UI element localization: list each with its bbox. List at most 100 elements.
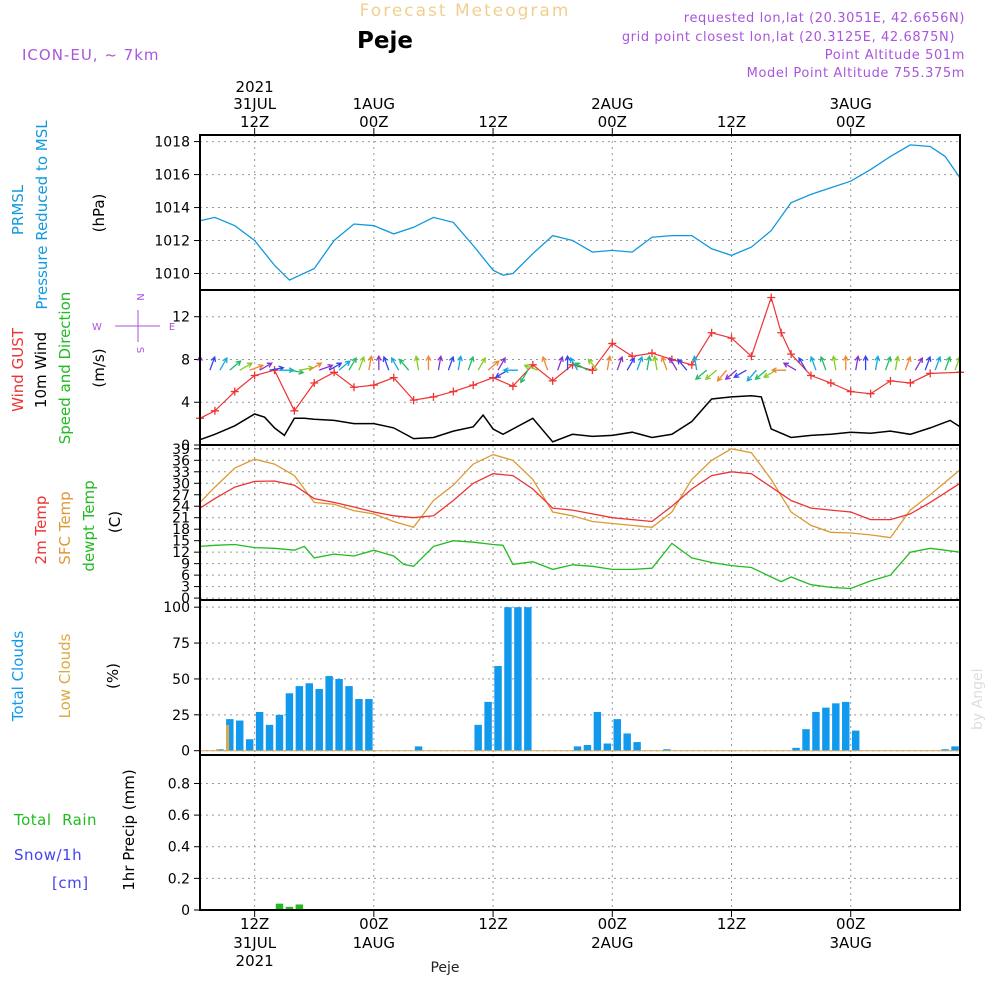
- wind-direction-arrow: [348, 356, 357, 371]
- pressure-unit: (hPa): [90, 194, 108, 233]
- compass-rose: N S W E: [92, 293, 175, 353]
- wind-direction-arrow: [904, 355, 912, 371]
- total-cloud-bar: [325, 676, 333, 751]
- watermark: by Angel: [970, 669, 986, 730]
- total-cloud-bar: [524, 607, 532, 751]
- gust-marker: [528, 360, 537, 369]
- sfc-label: SFC Temp: [56, 491, 74, 564]
- wind-direction-arrow: [894, 355, 901, 371]
- temp-2m-line: [199, 471, 961, 523]
- wind-direction-arrow: [770, 367, 787, 374]
- temp-ytick-label: 15: [172, 534, 190, 550]
- gust-marker: [310, 379, 319, 387]
- wind-direction-arrow: [862, 354, 869, 371]
- temp-label: 2m Temp: [32, 496, 50, 565]
- total-cloud-bar: [275, 714, 284, 751]
- gust-marker: [866, 389, 875, 398]
- wind-direction-arrow: [569, 356, 579, 371]
- total-cloud-bar: [663, 749, 671, 751]
- gust-marker: [608, 339, 617, 348]
- wind-direction-arrow: [447, 355, 455, 371]
- gust-label: Wind GUST: [9, 327, 27, 412]
- low-cloud-bar: [216, 749, 220, 751]
- gust-marker: [449, 387, 458, 396]
- wind-direction-arrow: [328, 362, 343, 371]
- gust-marker: [787, 350, 796, 359]
- gust-marker: [290, 406, 299, 415]
- wind-direction-arrow: [564, 354, 571, 371]
- wind-direction-arrow: [398, 358, 410, 371]
- model-label: ICON-EU, ~ 7km: [22, 46, 160, 64]
- wind-direction-arrow: [874, 355, 881, 371]
- total-cloud-bar: [593, 711, 602, 751]
- top-hour-label: 00Z: [836, 113, 865, 131]
- clouds-ytick-label: 75: [172, 636, 190, 652]
- wind-direction-arrow: [308, 362, 323, 371]
- gust-marker: [508, 382, 517, 391]
- total-cloud-bar: [255, 711, 264, 751]
- precip-ytick-label: 0.4: [168, 840, 190, 856]
- total-cloud-bar: [832, 703, 840, 751]
- temp-ytick-label: 6: [181, 568, 190, 584]
- wind-dir-label: Speed and Direction: [56, 292, 74, 445]
- precip-ytick-label: 0.2: [168, 871, 190, 887]
- total-cloud-bar: [245, 739, 254, 751]
- bottom-hour-label: 00Z: [598, 915, 627, 933]
- wind-direction-arrow: [249, 363, 265, 371]
- clouds-ytick-label: 100: [163, 600, 190, 616]
- total-cloud-bar: [216, 749, 224, 751]
- total-cloud-bar: [315, 688, 323, 751]
- pressure-ytick-label: 1018: [154, 135, 190, 151]
- wind-direction-arrow: [574, 362, 588, 371]
- wind-direction-arrow: [229, 360, 242, 371]
- gust-marker: [429, 392, 438, 401]
- wind-direction-arrow: [733, 369, 747, 378]
- wind-direction-arrow: [842, 354, 849, 371]
- wind-direction-arrow: [239, 362, 254, 371]
- wind-direction-arrow: [934, 355, 942, 371]
- bottom-hour-label: 12Z: [717, 915, 746, 933]
- pressure-label-1: PRMSL: [9, 184, 27, 235]
- wind-direction-arrow: [338, 360, 351, 371]
- total-cloud-bar: [822, 707, 830, 751]
- wind-direction-arrow: [746, 369, 757, 382]
- wind-direction-arrow: [854, 355, 861, 371]
- gust-marker: [846, 387, 855, 396]
- pressure-ytick-label: 1016: [154, 168, 190, 184]
- wind-direction-arrow: [782, 362, 797, 371]
- wind-direction-arrow: [819, 355, 827, 371]
- clouds-unit: (%): [104, 663, 122, 689]
- super-title: Forecast Meteogram: [360, 1, 571, 21]
- dewpt-line: [199, 540, 961, 590]
- wind-direction-arrow: [798, 356, 807, 371]
- wind-direction-arrow: [606, 355, 612, 371]
- total-cloud-bar: [365, 699, 373, 751]
- bottom-date-label: 3AUG: [830, 934, 872, 952]
- rain-legend: Total Rain: [13, 811, 97, 829]
- total-cloud-bar: [792, 747, 800, 751]
- wind-direction-arrow: [692, 355, 698, 371]
- temp-ytick-label: 3: [181, 580, 190, 596]
- pressure-line: [199, 144, 961, 281]
- total-cloud-bar: [504, 607, 512, 751]
- total-cloud-bar: [851, 730, 860, 751]
- wind-direction-arrow: [318, 363, 334, 371]
- bottom-year-label: 2021: [236, 952, 274, 970]
- footer-location: Peje: [430, 960, 459, 976]
- temp-ytick-label: 0: [181, 591, 190, 607]
- temp-unit: (C): [106, 511, 124, 533]
- total-cloud-bar: [941, 749, 949, 751]
- total-cloud-bar: [484, 701, 492, 751]
- gust-marker: [210, 406, 219, 415]
- compass-s: S: [134, 347, 145, 353]
- gust-marker: [389, 373, 398, 382]
- top-hour-label: 12Z: [240, 113, 269, 131]
- gust-marker: [906, 379, 915, 387]
- rain-bar: [295, 904, 304, 910]
- total-cloud-bar: [295, 686, 304, 751]
- precip-ytick-label: 0.8: [168, 776, 190, 792]
- gust-marker: [469, 381, 478, 390]
- wind-direction-arrow: [944, 355, 952, 371]
- top-hour-label: 12Z: [717, 113, 746, 131]
- total-cloud-bar: [335, 678, 343, 751]
